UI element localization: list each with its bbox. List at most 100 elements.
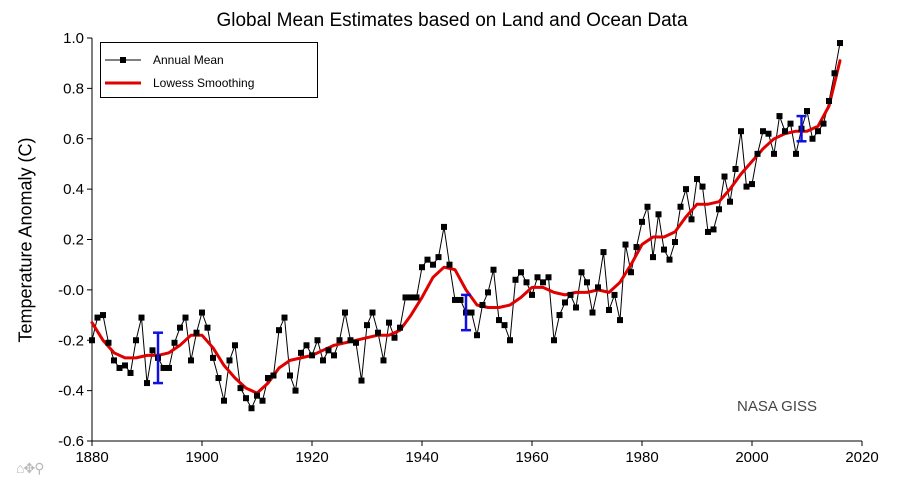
annual-mean-point — [424, 256, 431, 263]
annual-mean-point — [496, 317, 502, 324]
annual-mean-point — [716, 206, 722, 213]
annual-mean-point — [254, 392, 260, 399]
annual-mean-point — [270, 372, 277, 379]
annual-mean-point — [529, 291, 535, 298]
annual-mean-point — [666, 256, 673, 263]
annual-mean-point — [369, 309, 376, 316]
annual-mean-point — [600, 249, 607, 256]
annual-mean-point — [556, 312, 563, 319]
legend-annual-mean-swatch — [105, 57, 141, 63]
annual-mean-point — [518, 269, 524, 276]
plot-toolbar: ⌂✥⚲ — [16, 460, 44, 477]
legend-label-lowess: Lowess Smoothing — [153, 76, 255, 90]
annual-mean-point — [650, 254, 656, 261]
annual-mean-point — [793, 150, 799, 157]
annual-mean-point — [490, 266, 497, 273]
annual-mean-point — [633, 244, 640, 251]
annual-mean-point — [386, 319, 392, 326]
annual-mean-point — [584, 279, 590, 286]
annual-mean-point — [589, 309, 596, 316]
annual-mean-point — [342, 309, 348, 316]
annual-mean-point — [534, 274, 541, 281]
annual-mean-point — [699, 183, 706, 190]
annual-mean-point — [815, 128, 821, 135]
annual-mean-point — [314, 337, 321, 344]
zoom-icon[interactable]: ⚲ — [34, 460, 44, 476]
annual-mean-point — [732, 165, 739, 172]
annual-mean-point — [446, 261, 453, 268]
pan-icon[interactable]: ✥ — [23, 460, 35, 476]
annual-mean-point — [595, 284, 601, 291]
annual-mean-point — [116, 364, 123, 371]
annual-mean-point — [281, 314, 288, 321]
annual-mean-point — [331, 352, 337, 359]
annual-mean-point — [512, 276, 519, 283]
y-tick-label: -0.6 — [58, 433, 84, 450]
annual-mean-point — [199, 309, 205, 316]
annual-mean-point — [507, 337, 513, 344]
annual-mean-point — [738, 128, 744, 135]
annual-mean-point — [628, 269, 634, 276]
annual-mean-point — [578, 269, 585, 276]
annual-mean-point — [127, 369, 134, 376]
source-annotation: NASA GISS — [737, 398, 818, 415]
annual-mean-point — [639, 218, 645, 225]
x-tick-label: 1980 — [625, 449, 658, 466]
annual-mean-point — [397, 324, 403, 331]
annual-mean-point — [243, 395, 249, 402]
annual-mean-point — [705, 228, 711, 235]
annual-mean-point — [276, 327, 282, 334]
annual-mean-point — [771, 150, 777, 157]
annual-mean-point — [826, 97, 832, 104]
legend-item-lowess: Lowess Smoothing — [101, 73, 317, 93]
annual-mean-point — [111, 357, 117, 364]
home-icon[interactable]: ⌂ — [16, 460, 25, 476]
x-tick-label: 1920 — [295, 449, 328, 466]
annual-mean-point — [562, 299, 568, 306]
annual-mean-point — [606, 307, 612, 314]
annual-mean-point — [100, 312, 106, 319]
legend-label-annual-mean: Annual Mean — [153, 53, 224, 67]
annual-mean-point — [776, 113, 783, 120]
annual-mean-point — [402, 294, 409, 301]
annual-mean-point — [468, 309, 475, 316]
legend-lowess-swatch — [105, 81, 141, 85]
annual-mean-point — [358, 377, 365, 384]
x-tick-label: 1880 — [75, 449, 108, 466]
annual-mean-point — [166, 364, 172, 371]
annual-mean-point — [474, 332, 480, 339]
annual-mean-point — [221, 397, 227, 404]
annual-mean-point — [298, 349, 304, 356]
annual-mean-point — [419, 264, 425, 271]
annual-mean-point — [435, 254, 442, 261]
annual-mean-point — [309, 352, 315, 359]
annual-mean-point — [804, 108, 810, 115]
annual-mean-point — [259, 397, 266, 404]
annual-mean-point — [149, 347, 156, 354]
annual-mean-point — [347, 337, 354, 344]
annual-mean-point — [320, 357, 326, 364]
annual-mean-point — [380, 357, 387, 364]
annual-mean-point — [677, 203, 684, 210]
annual-mean-point — [787, 120, 794, 127]
annual-mean-point — [325, 347, 332, 354]
annual-mean-point — [457, 296, 464, 303]
annual-mean-point — [265, 375, 271, 382]
annual-mean-point — [105, 339, 112, 346]
annual-mean-point — [226, 357, 233, 364]
annual-mean-point — [754, 150, 761, 157]
annual-mean-point — [551, 337, 557, 344]
annual-mean-point — [413, 294, 420, 301]
y-tick-label: 0.4 — [63, 181, 84, 198]
annual-mean-point — [452, 296, 458, 303]
annual-mean-point — [573, 304, 579, 311]
y-tick-label: 0.8 — [63, 80, 84, 97]
annual-mean-point — [232, 342, 238, 349]
annual-mean-point — [831, 70, 838, 77]
chart-title: Global Mean Estimates based on Land and … — [216, 10, 688, 31]
annual-mean-point — [820, 120, 827, 127]
annual-mean-point — [694, 176, 700, 183]
annual-mean-point — [188, 357, 194, 364]
legend: Annual Mean Lowess Smoothing — [100, 42, 318, 98]
annual-mean-point — [782, 128, 788, 135]
